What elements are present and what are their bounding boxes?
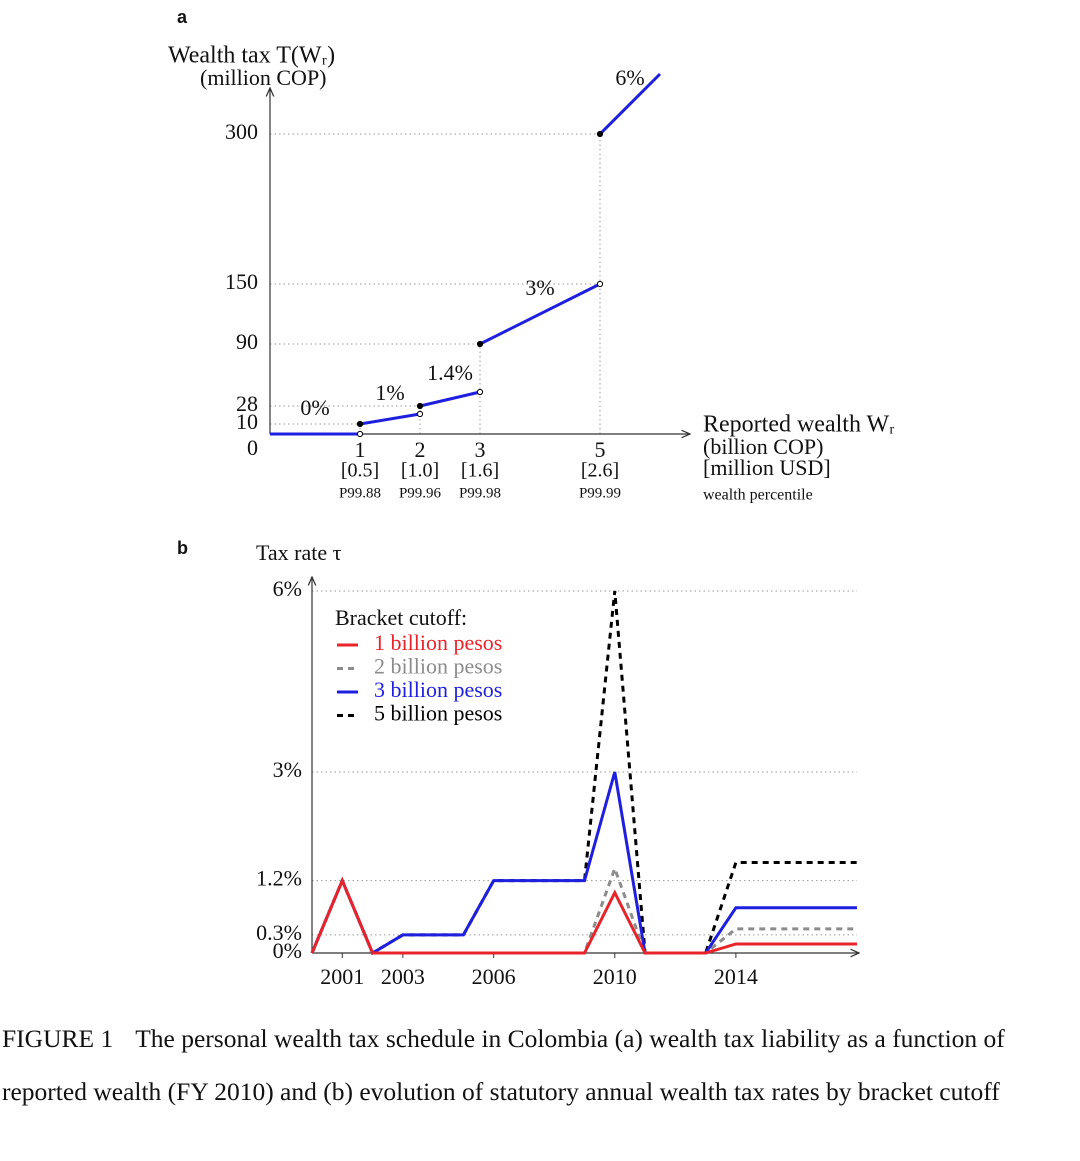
x-axis-usd: [million USD] (703, 455, 831, 480)
tax-segment (359, 412, 421, 426)
rate-label: 3% (525, 275, 554, 300)
rate-label: 1% (375, 380, 404, 405)
x-axis-percentile: wealth percentile (703, 487, 813, 504)
endpoint-marker (356, 420, 364, 428)
x-tick-percentile: P99.96 (399, 485, 442, 501)
y-tick-label: 10 (236, 409, 258, 434)
tax-segment (479, 282, 601, 346)
x-tick-label: 2010 (593, 964, 637, 989)
legend-label: 5 billion pesos (374, 701, 502, 726)
y-tick-label: 150 (225, 269, 258, 294)
y-axis-label: Wealth tax T(Wᵣ) (168, 43, 335, 69)
x-tick-label: 2 (415, 437, 426, 462)
y-axis-label: Tax rate τ (256, 540, 342, 565)
y-tick-label: 300 (225, 119, 258, 144)
x-tick-percentile: P99.88 (339, 485, 381, 501)
y-tick-label: 1.2% (256, 866, 302, 891)
caption-text: The personal wealth tax schedule in Colo… (2, 1024, 1005, 1106)
caption: FIGURE 1 The personal wealth tax schedule… (2, 1012, 1078, 1118)
endpoint-marker (596, 280, 604, 288)
endpoint-marker (476, 388, 484, 396)
y-tick-label: 28 (236, 391, 258, 416)
endpoint-marker (416, 402, 424, 410)
x-tick-usd: [0.5] (341, 460, 379, 482)
x-tick-label: 2003 (381, 964, 425, 989)
x-tick-label: 2006 (472, 964, 516, 989)
x-tick-usd: [1.0] (401, 460, 439, 482)
endpoint-marker (356, 430, 364, 438)
rate-label: 6% (615, 65, 644, 90)
y-tick-label: 3% (273, 757, 302, 782)
y-tick-label: 90 (236, 329, 258, 354)
rate-label: 1.4% (427, 360, 473, 385)
x-tick-usd: [2.6] (581, 460, 619, 482)
rate-line (310, 771, 857, 956)
panel-label: a (177, 7, 188, 27)
y-tick-label: 0 (247, 435, 258, 460)
rate-line (310, 876, 857, 955)
legend-label: 3 billion pesos (374, 677, 502, 702)
x-tick-usd: [1.6] (461, 460, 499, 482)
x-tick-label: 2014 (714, 964, 758, 989)
x-axis-label: Reported wealth Wᵣ (703, 412, 895, 438)
endpoint-marker (416, 410, 424, 418)
y-tick-label: 0% (273, 938, 302, 963)
legend-label: 1 billion pesos (374, 630, 502, 655)
x-tick-label: 1 (355, 437, 366, 462)
y-tick-label: 6% (273, 576, 302, 601)
x-tick-percentile: P99.98 (459, 485, 501, 501)
panel-label: b (177, 538, 188, 558)
legend-title: Bracket cutoff: (335, 605, 467, 630)
caption-label: FIGURE 1 (2, 1024, 114, 1053)
tax-segment (598, 72, 662, 136)
x-tick-label: 2001 (320, 964, 364, 989)
tax-segment (419, 390, 481, 408)
y-axis-unit: (million COP) (200, 65, 327, 90)
endpoint-marker (596, 130, 604, 138)
x-tick-label: 5 (595, 437, 606, 462)
y-tick-label: 0.3% (256, 920, 302, 945)
legend-label: 2 billion pesos (374, 654, 502, 679)
x-axis-unit: (billion COP) (703, 434, 823, 459)
endpoint-marker (476, 340, 484, 348)
x-tick-percentile: P99.99 (579, 485, 621, 501)
x-tick-label: 3 (475, 437, 486, 462)
rate-label: 0% (300, 395, 329, 420)
